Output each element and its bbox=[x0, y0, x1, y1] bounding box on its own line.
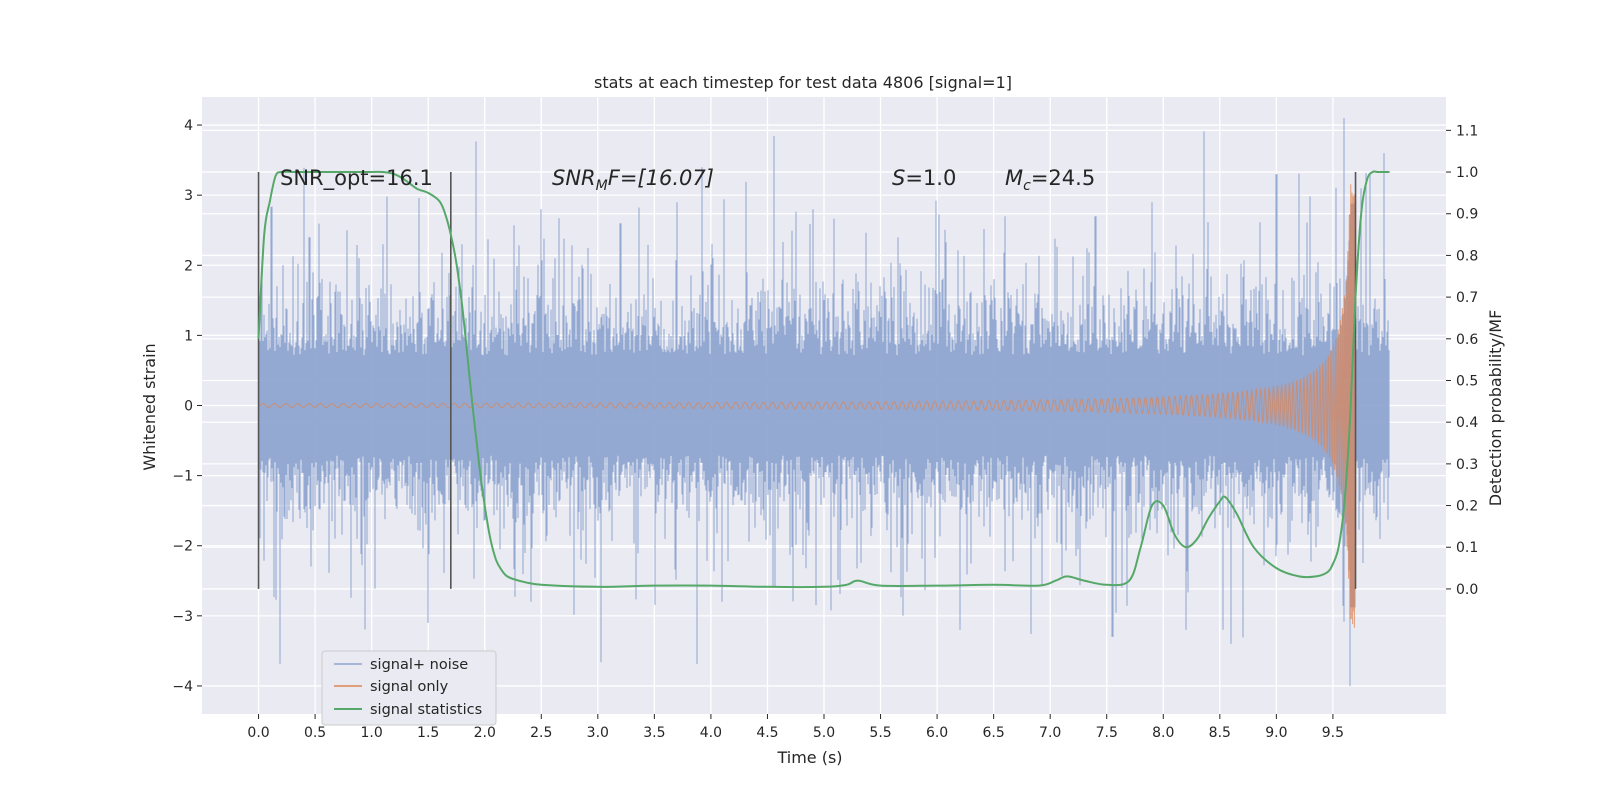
x-tick-label-15: 7.5 bbox=[1096, 725, 1118, 741]
x-tick-label-17: 8.5 bbox=[1209, 725, 1231, 741]
mc-var: M bbox=[1005, 166, 1023, 190]
y-right-tick-label-2: 0.9 bbox=[1456, 207, 1478, 223]
y-right-tick-label-8: 0.3 bbox=[1456, 457, 1478, 473]
x-tick-label-7: 3.5 bbox=[643, 725, 665, 741]
y-right-tick-label-11: 0.0 bbox=[1456, 582, 1478, 598]
y-tick-label-8: −4 bbox=[172, 679, 193, 695]
y-right-tick-label-4: 0.7 bbox=[1456, 290, 1478, 306]
y-tick-label-6: −2 bbox=[172, 539, 193, 555]
s-value: =1.0 bbox=[905, 166, 956, 190]
legend-label-noise: signal+ noise bbox=[370, 657, 468, 673]
y-axis-ticks: 4 3 2 1 0 −1 −2 −3 −4 bbox=[172, 118, 202, 695]
x-tick-label-8: 4.0 bbox=[700, 725, 722, 741]
x-tick-label-19: 9.5 bbox=[1322, 725, 1344, 741]
legend: signal+ noise signal only signal statist… bbox=[321, 650, 497, 726]
annotation-snr-mf: SNRMF=[16.07] bbox=[552, 166, 714, 194]
chart-title: stats at each timestep for test data 480… bbox=[594, 73, 1012, 92]
annotation-snr-opt: SNR_opt=16.1 bbox=[280, 166, 433, 191]
x-tick-label-6: 3.0 bbox=[587, 725, 609, 741]
stats-series bbox=[257, 170, 1390, 589]
annotation-s: S=1.0 bbox=[892, 166, 956, 190]
x-tick-label-4: 2.0 bbox=[474, 725, 496, 741]
y-right-axis-label: Detection probability/MF bbox=[1486, 310, 1505, 507]
y-right-axis-ticks: 1.1 1.0 0.9 0.8 0.7 0.6 0.5 0.4 0.3 0.2 0.1 0.0 bbox=[1446, 123, 1478, 598]
x-tick-label-12: 6.0 bbox=[926, 725, 948, 741]
snr-mf-sub: M bbox=[596, 178, 608, 194]
vertical-markers bbox=[257, 172, 1357, 589]
x-tick-label-10: 5.0 bbox=[813, 725, 835, 741]
x-tick-label-13: 6.5 bbox=[983, 725, 1005, 741]
y-right-tick-label-9: 0.2 bbox=[1456, 499, 1478, 515]
x-tick-label-11: 5.5 bbox=[869, 725, 891, 741]
y-tick-label-2: 2 bbox=[184, 258, 193, 274]
x-tick-label-2: 1.0 bbox=[361, 725, 383, 741]
y-tick-label-7: −3 bbox=[172, 609, 193, 625]
signal-series bbox=[258, 184, 1357, 628]
stats-trace bbox=[257, 170, 1390, 589]
x-tick-label-1: 0.5 bbox=[304, 725, 326, 741]
x-tick-label-16: 8.0 bbox=[1152, 725, 1174, 741]
x-tick-label-18: 9.0 bbox=[1265, 725, 1287, 741]
x-tick-label-14: 7.0 bbox=[1039, 725, 1061, 741]
y-right-tick-label-7: 0.4 bbox=[1456, 415, 1478, 431]
mc-sub: c bbox=[1023, 178, 1031, 194]
x-tick-label-9: 4.5 bbox=[756, 725, 778, 741]
annotation-mc: Mc=24.5 bbox=[1005, 166, 1095, 194]
mc-value: =24.5 bbox=[1031, 166, 1095, 190]
y-right-tick-label-1: 1.0 bbox=[1456, 165, 1478, 181]
x-tick-label-0: 0.0 bbox=[247, 725, 269, 741]
y-tick-label-3: 1 bbox=[184, 328, 193, 344]
x-tick-label-5: 2.5 bbox=[530, 725, 552, 741]
x-axis-label: Time (s) bbox=[776, 748, 842, 767]
snr-mf-value: F=[16.07] bbox=[608, 166, 714, 190]
legend-label-stats: signal statistics bbox=[370, 702, 482, 718]
legend-label-signal: signal only bbox=[370, 679, 449, 695]
y-right-tick-label-6: 0.5 bbox=[1456, 373, 1478, 389]
y-right-tick-label-3: 0.8 bbox=[1456, 248, 1478, 264]
x-axis-ticks: 0.0 0.5 1.0 1.5 2.0 2.5 3.0 3.5 4.0 4.5 5.0 5.5 6.0 6… bbox=[247, 714, 1344, 741]
y-tick-label-0: 4 bbox=[184, 118, 193, 134]
y-axis-label: Whitened strain bbox=[140, 343, 159, 470]
y-right-tick-label-5: 0.6 bbox=[1456, 332, 1478, 348]
signal-trace bbox=[258, 184, 1357, 628]
y-tick-label-1: 3 bbox=[184, 188, 193, 204]
y-right-tick-label-0: 1.1 bbox=[1456, 123, 1478, 139]
y-right-tick-label-10: 0.1 bbox=[1456, 540, 1478, 556]
s-var: S bbox=[892, 166, 905, 190]
x-tick-label-3: 1.5 bbox=[417, 725, 439, 741]
y-tick-label-4: 0 bbox=[184, 399, 193, 415]
legend-box bbox=[321, 650, 497, 726]
snr-mf-base: SNR bbox=[552, 166, 596, 190]
y-tick-label-5: −1 bbox=[172, 469, 193, 485]
